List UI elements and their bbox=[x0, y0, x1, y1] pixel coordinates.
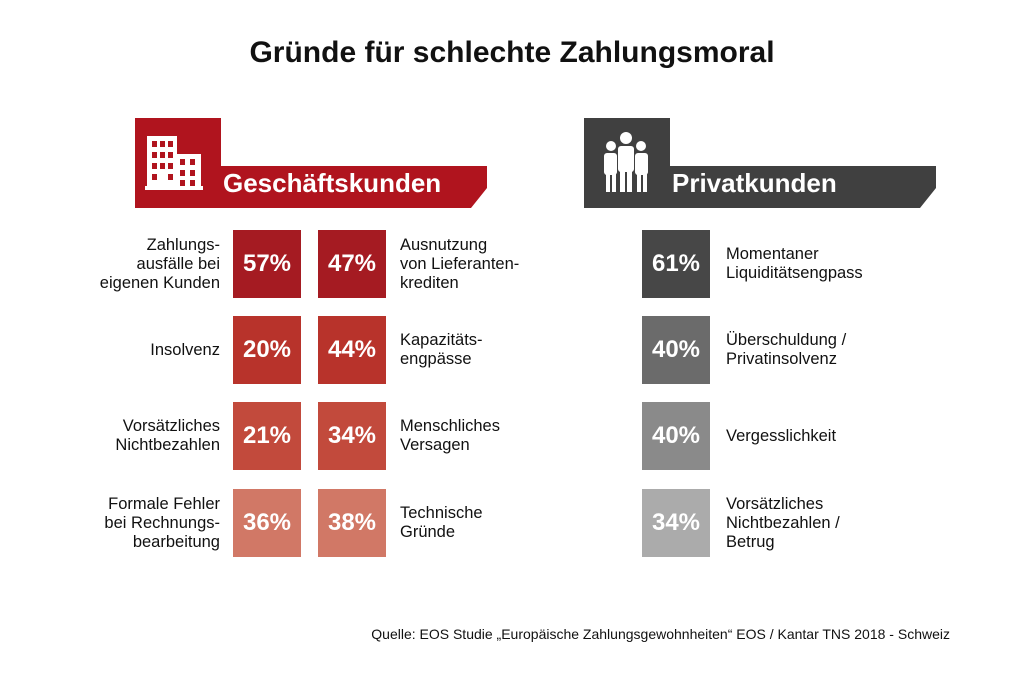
business-left-label: Formale Fehler bei Rechnungs- bearbeitun… bbox=[104, 494, 220, 551]
private-label: Momentaner Liquiditätsengpass bbox=[726, 245, 863, 282]
business-right-value: 47% bbox=[318, 230, 386, 298]
private-value: 40% bbox=[642, 402, 710, 470]
business-left-value: 20% bbox=[233, 316, 301, 384]
private-value: 40% bbox=[642, 316, 710, 384]
business-right-value: 38% bbox=[318, 489, 386, 557]
business-left-value: 36% bbox=[233, 489, 301, 557]
private-label: Vorsätzliches Nichtbezahlen / Betrug bbox=[726, 494, 840, 551]
business-left-label: Zahlungs- ausfälle bei eigenen Kunden bbox=[99, 235, 220, 292]
business-right-label: Ausnutzung von Lieferanten- krediten bbox=[400, 235, 520, 292]
banner-shape bbox=[135, 118, 487, 208]
business-left-value: 21% bbox=[233, 402, 301, 470]
business-right-value: 34% bbox=[318, 402, 386, 470]
private-label: Überschuldung / Privatinsolvenz bbox=[726, 331, 847, 368]
private-label: Vergesslichkeit bbox=[726, 426, 837, 445]
banner-shape bbox=[584, 118, 936, 208]
banner-title-privatkunden: Privatkunden bbox=[672, 168, 837, 198]
banner-title-geschaeftskunden: Geschäftskunden bbox=[223, 168, 442, 198]
page-title: Gründe für schlechte Zahlungsmoral bbox=[249, 36, 775, 69]
business-left-label: Vorsätzliches Nichtbezahlen bbox=[115, 417, 220, 454]
business-right-label: Menschliches Versagen bbox=[400, 417, 500, 454]
source-note: Quelle: EOS Studie „Europäische Zahlungs… bbox=[371, 626, 950, 642]
business-left-label: Insolvenz bbox=[150, 340, 220, 359]
banner-privatkunden: Privatkunden bbox=[584, 118, 936, 208]
people-icon bbox=[604, 132, 648, 192]
private-value: 34% bbox=[642, 489, 710, 557]
business-left-value: 57% bbox=[233, 230, 301, 298]
business-right-label: Kapazitäts- engpässe bbox=[400, 331, 483, 368]
building-icon bbox=[145, 136, 203, 190]
private-value: 61% bbox=[642, 230, 710, 298]
business-right-label: Technische Gründe bbox=[400, 504, 483, 541]
banner-geschaeftskunden: Geschäftskunden bbox=[135, 118, 487, 208]
business-right-value: 44% bbox=[318, 316, 386, 384]
